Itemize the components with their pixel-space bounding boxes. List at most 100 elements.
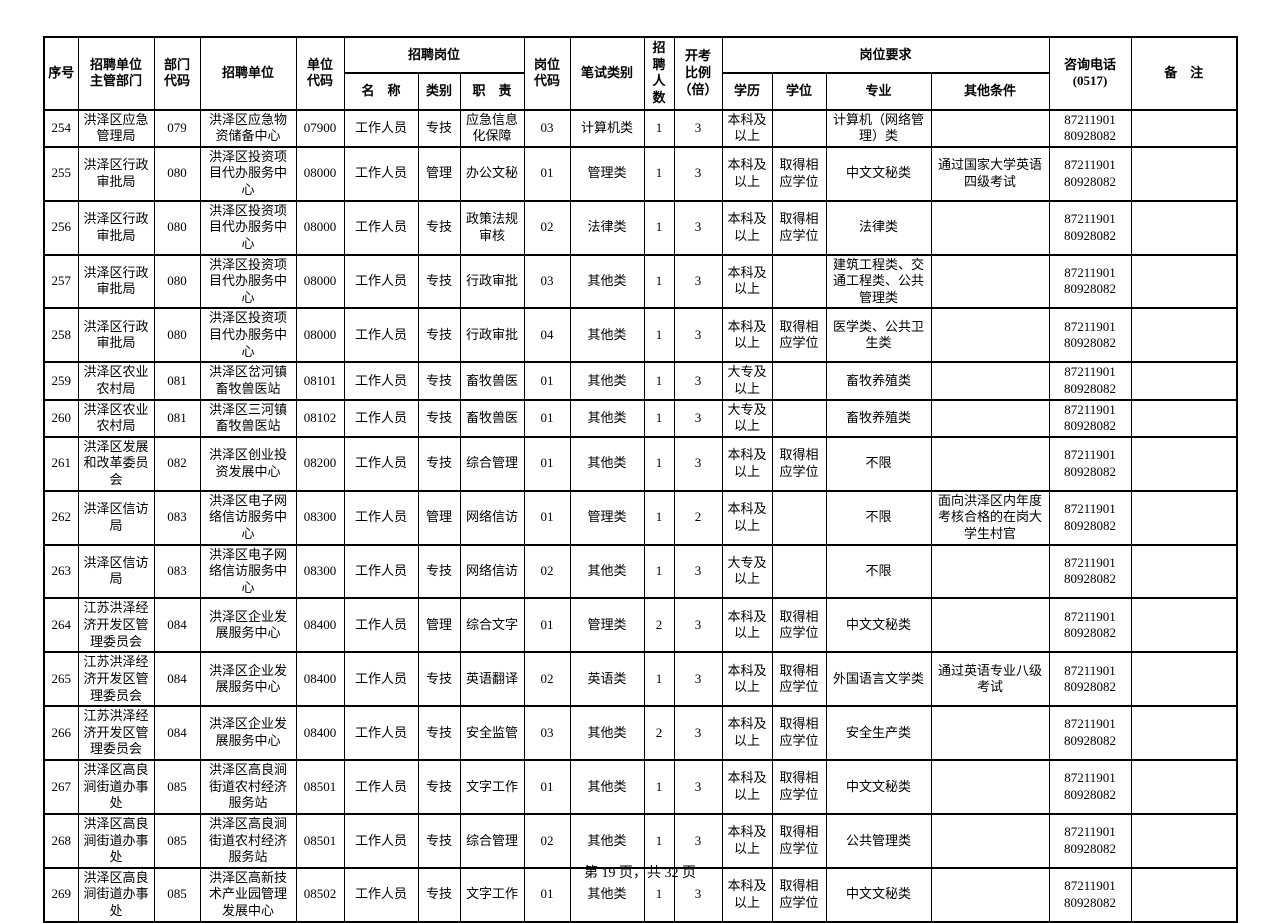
cell-dept: 洪泽区信访局 xyxy=(77,543,155,600)
cell-dept: 洪泽区行政审批局 xyxy=(77,199,155,256)
cell-job-name: 工作人员 xyxy=(343,489,419,546)
table-row: 265 江苏洪泽经济开发区管理委员会 084 洪泽区企业发展服务中心 08400… xyxy=(43,651,1238,708)
col-header-serial: 序号 xyxy=(43,36,79,111)
cell-ratio: 3 xyxy=(673,812,723,869)
cell-unit-code: 08200 xyxy=(295,435,345,492)
cell-job-code: 03 xyxy=(523,253,571,310)
cell-exam-type: 其他类 xyxy=(569,759,645,815)
cell-job-duty: 安全监管 xyxy=(459,705,525,761)
cell-remark xyxy=(1130,361,1238,401)
cell-remark xyxy=(1130,253,1238,310)
col-header-unit: 招聘单位 xyxy=(199,36,297,111)
cell-dept: 洪泽区高良涧街道办事处 xyxy=(77,812,155,869)
cell-unit-code: 08400 xyxy=(295,705,345,761)
cell-dept-code: 083 xyxy=(153,489,201,546)
cell-remark xyxy=(1130,705,1238,761)
cell-job-type: 管理 xyxy=(417,489,461,546)
cell-job-duty: 畜牧兽医 xyxy=(459,361,525,401)
cell-job-code: 04 xyxy=(523,307,571,364)
cell-edu: 本科及以上 xyxy=(721,812,773,869)
cell-phone: 87211901 80928082 xyxy=(1048,361,1132,401)
cell-remark xyxy=(1130,108,1238,148)
cell-serial: 262 xyxy=(43,489,79,546)
cell-serial: 268 xyxy=(43,812,79,869)
cell-job-duty: 政策法规审核 xyxy=(459,199,525,256)
cell-major: 计算机（网络管理）类 xyxy=(825,108,932,148)
cell-unit: 洪泽区电子网络信访服务中心 xyxy=(199,489,297,546)
cell-job-duty: 网络信访 xyxy=(459,543,525,600)
cell-unit: 洪泽区岔河镇畜牧兽医站 xyxy=(199,361,297,401)
cell-unit-code: 08000 xyxy=(295,145,345,202)
cell-job-duty: 办公文秘 xyxy=(459,145,525,202)
cell-phone: 87211901 80928082 xyxy=(1048,597,1132,654)
cell-job-code: 01 xyxy=(523,145,571,202)
cell-job-code: 03 xyxy=(523,705,571,761)
cell-exam-type: 计算机类 xyxy=(569,108,645,148)
table-row: 266 江苏洪泽经济开发区管理委员会 084 洪泽区企业发展服务中心 08400… xyxy=(43,705,1238,761)
cell-exam-type: 管理类 xyxy=(569,597,645,654)
table-row: 259 洪泽区农业农村局 081 洪泽区岔河镇畜牧兽医站 08101 工作人员 … xyxy=(43,361,1238,401)
table-row: 254 洪泽区应急管理局 079 洪泽区应急物资储备中心 07900 工作人员 … xyxy=(43,108,1238,148)
cell-phone: 87211901 80928082 xyxy=(1048,435,1132,492)
cell-job-code: 02 xyxy=(523,651,571,708)
cell-major: 不限 xyxy=(825,489,932,546)
table-row: 263 洪泽区信访局 083 洪泽区电子网络信访服务中心 08300 工作人员 … xyxy=(43,543,1238,600)
cell-exam-type: 英语类 xyxy=(569,651,645,708)
cell-job-duty: 综合文字 xyxy=(459,597,525,654)
cell-unit: 洪泽区高良涧街道农村经济服务站 xyxy=(199,812,297,869)
cell-degree xyxy=(771,253,827,310)
cell-other xyxy=(930,812,1050,869)
col-header-degree: 学位 xyxy=(771,72,827,111)
cell-phone: 87211901 80928082 xyxy=(1048,145,1132,202)
cell-recruit-num: 1 xyxy=(643,199,675,256)
cell-serial: 258 xyxy=(43,307,79,364)
cell-job-name: 工作人员 xyxy=(343,145,419,202)
cell-job-code: 01 xyxy=(523,361,571,401)
cell-degree xyxy=(771,398,827,438)
cell-dept-code: 080 xyxy=(153,307,201,364)
cell-job-duty: 网络信访 xyxy=(459,489,525,546)
table-header: 序号 招聘单位 主管部门 部门 代码 招聘单位 单位 代码 招聘岗位 岗位 代码… xyxy=(43,35,1238,111)
cell-dept: 洪泽区行政审批局 xyxy=(77,145,155,202)
cell-edu: 大专及以上 xyxy=(721,543,773,600)
cell-unit: 洪泽区投资项目代办服务中心 xyxy=(199,307,297,364)
cell-exam-type: 管理类 xyxy=(569,145,645,202)
cell-other xyxy=(930,398,1050,438)
cell-edu: 本科及以上 xyxy=(721,597,773,654)
cell-serial: 267 xyxy=(43,759,79,815)
cell-serial: 264 xyxy=(43,597,79,654)
cell-unit: 洪泽区企业发展服务中心 xyxy=(199,651,297,708)
cell-degree xyxy=(771,108,827,148)
cell-job-type: 专技 xyxy=(417,759,461,815)
cell-remark xyxy=(1130,759,1238,815)
cell-major: 医学类、公共卫生类 xyxy=(825,307,932,364)
cell-unit: 洪泽区投资项目代办服务中心 xyxy=(199,253,297,310)
cell-job-code: 03 xyxy=(523,108,571,148)
cell-recruit-num: 1 xyxy=(643,307,675,364)
cell-unit-code: 08101 xyxy=(295,361,345,401)
cell-job-name: 工作人员 xyxy=(343,361,419,401)
col-group-requirements: 岗位要求 xyxy=(721,35,1050,75)
cell-phone: 87211901 80928082 xyxy=(1048,199,1132,256)
cell-job-duty: 英语翻译 xyxy=(459,651,525,708)
col-header-ratio: 开考 比例 （倍） xyxy=(673,36,723,111)
cell-recruit-num: 1 xyxy=(643,759,675,815)
cell-edu: 本科及以上 xyxy=(721,489,773,546)
cell-ratio: 3 xyxy=(673,145,723,202)
cell-serial: 254 xyxy=(43,108,79,148)
cell-degree: 取得相应学位 xyxy=(771,597,827,654)
cell-dept-code: 079 xyxy=(153,108,201,148)
cell-unit-code: 08400 xyxy=(295,597,345,654)
cell-degree xyxy=(771,361,827,401)
cell-unit-code: 08102 xyxy=(295,398,345,438)
cell-remark xyxy=(1130,435,1238,492)
cell-serial: 265 xyxy=(43,651,79,708)
cell-major: 外国语言文学类 xyxy=(825,651,932,708)
cell-job-type: 管理 xyxy=(417,597,461,654)
cell-job-type: 专技 xyxy=(417,435,461,492)
cell-recruit-num: 2 xyxy=(643,597,675,654)
cell-other: 面向洪泽区内年度考核合格的在岗大学生村官 xyxy=(930,489,1050,546)
cell-serial: 263 xyxy=(43,543,79,600)
col-header-recruit-num: 招 聘 人 数 xyxy=(643,36,675,111)
